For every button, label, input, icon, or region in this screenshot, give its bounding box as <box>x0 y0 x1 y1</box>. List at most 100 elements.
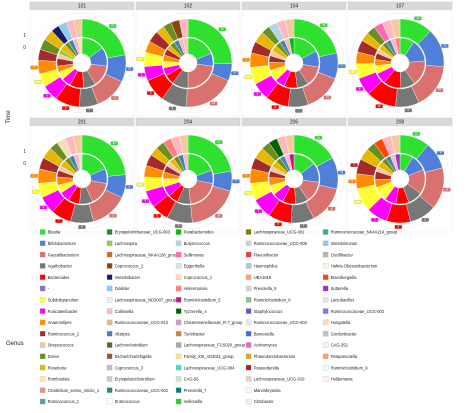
slice-label-tag <box>371 218 379 222</box>
legend-label: Romboutsia <box>48 377 71 382</box>
slice-label-tag <box>435 88 444 93</box>
slice-label-tag <box>39 205 47 210</box>
slice-label-tag <box>108 24 117 28</box>
legend-item: Lachnoclostridium <box>106 342 148 348</box>
legend-swatch <box>175 376 182 382</box>
polar-grid-circle <box>31 12 133 114</box>
legend-item: Ruminococcus_1 <box>39 398 80 405</box>
legend-item: CAG-56 <box>175 376 199 382</box>
slice-value-label: 5 <box>245 173 247 177</box>
legend-swatch <box>322 342 329 348</box>
slice-value-label: 5 <box>141 72 143 76</box>
legend-swatch <box>175 229 182 235</box>
legend-item: Marvinbryantia <box>245 387 282 393</box>
slice-label-tag <box>323 95 331 100</box>
legend-swatch <box>322 240 329 247</box>
legend-label: Parabacteroides <box>184 230 214 235</box>
facet-strip-label: 204 <box>184 119 193 125</box>
slice-value-label: 20 <box>322 23 325 27</box>
facet-strip-label: 104 <box>290 3 299 9</box>
polar-grid-circle <box>137 12 239 114</box>
slice-value-label: 18 <box>212 101 215 105</box>
legend-label: Butyricicoccus <box>184 241 210 246</box>
legend-label: Hungatella <box>331 320 351 325</box>
legend-item: Paraprevotella <box>322 353 358 360</box>
slice-value-label: 8 <box>275 105 277 109</box>
legend-label: Ruminococcaceae_UCG-004 <box>254 320 308 325</box>
legend-item: Fusicatenibacter <box>39 308 78 314</box>
slice-label-tag <box>350 163 358 167</box>
legend-swatch <box>175 398 182 405</box>
slice-value-label: 7 <box>58 219 60 223</box>
legend-label: Lachnospiraceae_NK4A136_group <box>115 252 179 257</box>
legend-label: Escherichia/Shigella <box>115 354 153 359</box>
slice-value-label: 12 <box>113 96 116 100</box>
legend-item: Erysipelotrichaceae_UCG-003 <box>106 229 171 235</box>
legend-item: Ruminococcaceae_UCG-003 <box>322 308 385 314</box>
legend-label: Tyzzerella_4 <box>184 309 208 314</box>
slice-label-tag <box>43 94 51 98</box>
slice-label-tag <box>232 179 240 184</box>
facet-strip-label: 208 <box>396 119 405 125</box>
legend-label: Marvinbryantia <box>254 388 282 393</box>
legend-label: Akkermansia <box>184 286 208 291</box>
legend-swatch <box>175 251 182 258</box>
slice-value-label: 11 <box>416 16 419 20</box>
legend-swatch <box>106 398 113 405</box>
slice-value-label: 6 <box>247 75 249 79</box>
legend-label: Prevotella_7 <box>184 388 207 393</box>
slice-label-tag <box>414 16 422 21</box>
legend-swatch <box>322 308 329 314</box>
legend-item: Eisenbergiella <box>322 274 357 280</box>
legend-label: Lachnospiraceae_FCS020_group <box>184 343 246 348</box>
legend-swatch <box>175 308 182 314</box>
slice-value-label: 10 <box>378 104 381 108</box>
facet-panel-101: 101Blautia: 15Bifidobacterium: 12Faecali… <box>29 1 135 117</box>
facet-panel-204: 204Blautia: 18Bifidobacterium: 8Faecalib… <box>135 117 241 233</box>
slice-label-tag <box>109 213 117 218</box>
legend-item: Alistipes <box>106 330 130 337</box>
legend-swatch <box>106 251 113 258</box>
legend-swatch <box>39 398 46 405</box>
legend-label: Sutterella <box>331 286 349 291</box>
slice-label-tag <box>147 91 155 95</box>
facet-panel-208: 208Blautia: 8Bifidobacterium: 10Faecalib… <box>347 117 453 233</box>
legend-label: Intestinimonas <box>331 241 357 246</box>
legend-swatch <box>322 330 329 337</box>
slice-label-tag <box>30 65 38 70</box>
legend-label: Ruminiclostridium_5 <box>184 298 222 303</box>
legend-swatch <box>245 398 252 405</box>
legend-item: Staphylococcus <box>245 308 282 314</box>
legend-item: CAG-352 <box>322 342 348 348</box>
legend-label: Prevotella_9 <box>254 286 277 291</box>
legend-label: Lachnospiraceae_ND3007_group <box>115 298 177 303</box>
y-axis: 1 0 1 0 Time <box>6 33 26 167</box>
legend-label: Paraprevotella <box>331 354 358 359</box>
legend-item: Ruminococcaceae_NK4A214_group <box>322 229 398 235</box>
slice-label-tag <box>338 64 346 69</box>
legend-label: Citrobacter <box>254 399 275 404</box>
legend-item: Barnesiella <box>245 330 275 337</box>
legend-label: Sellimonas <box>184 252 204 257</box>
legend-swatch <box>39 274 46 280</box>
legend-label: Lachnospira <box>115 241 138 246</box>
legend-swatch <box>245 274 252 280</box>
legend-item: Hungatella <box>322 319 351 326</box>
legend-item: Lachnospiraceae_UCG-010 <box>245 376 305 382</box>
slice-label-tag <box>394 225 402 229</box>
legend-swatch <box>245 308 252 314</box>
slice-label-tag <box>218 27 226 32</box>
slice-value-label: 6 <box>46 93 48 97</box>
legend-swatch <box>175 364 182 371</box>
legend-label: Intestinibacter <box>115 275 141 280</box>
legend-item: Ruminiclostridium_9 <box>322 364 368 371</box>
legend-swatch <box>39 251 46 258</box>
slice-value-label: 6 <box>145 199 147 203</box>
legend-swatch <box>175 330 182 337</box>
legend-label: Lactobacillus <box>331 298 355 303</box>
slice-label-tag <box>421 218 429 222</box>
slice-value-label: 8 <box>81 225 83 229</box>
polar-grid-circle <box>349 12 451 114</box>
legend-swatch <box>175 319 182 326</box>
legend-item: Gordonibacter <box>322 330 357 337</box>
